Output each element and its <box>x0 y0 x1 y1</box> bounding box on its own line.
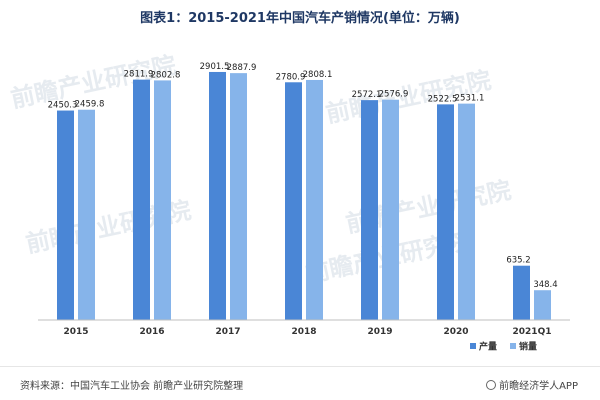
brand-label: 前瞻经济学人APP <box>499 381 578 392</box>
bar-production <box>285 82 302 321</box>
bar-sales <box>534 290 551 320</box>
data-label-production: 2901.5 <box>200 62 230 72</box>
chart-title: 图表1：2015-2021年中国汽车产销情况(单位：万辆) <box>140 11 460 26</box>
legend-swatch <box>470 343 476 349</box>
brand: 前瞻经济学人APP <box>486 377 578 392</box>
bar-production <box>361 100 378 320</box>
x-tick-label: 2018 <box>291 327 316 337</box>
data-label-sales: 348.4 <box>533 280 557 290</box>
data-label-sales: 2802.8 <box>151 70 181 80</box>
source-note: 资料来源：中国汽车工业协会 前瞻产业研究院整理 <box>20 381 244 392</box>
bar-production <box>209 71 226 320</box>
bar-sales <box>230 73 247 320</box>
legend-label: 产量 <box>479 341 497 353</box>
data-label-sales: 2576.9 <box>379 90 409 100</box>
data-label-sales: 2887.9 <box>227 63 257 73</box>
legend-label: 销量 <box>519 341 537 353</box>
x-tick-label: 2017 <box>215 327 240 337</box>
legend-swatch <box>510 343 516 349</box>
brand-logo-icon <box>486 379 497 390</box>
x-tick-label: 2019 <box>367 327 392 337</box>
data-label-production: 2522.5 <box>428 94 458 104</box>
x-tick-label: 2021Q1 <box>513 327 552 337</box>
bar-sales <box>382 99 399 320</box>
bar-sales <box>154 80 171 320</box>
data-label-sales: 2459.8 <box>75 100 105 110</box>
bar-production <box>437 104 454 320</box>
x-tick-label: 2016 <box>139 327 164 337</box>
bar-chart: 前瞻产业研究院前瞻产业研究院前瞻产业研究院前瞻产业研究院前瞻产业研究院 2450… <box>8 51 570 353</box>
data-label-sales: 2808.1 <box>303 70 333 80</box>
bar-sales <box>78 109 95 320</box>
bar-sales <box>458 103 475 320</box>
bar-production <box>57 110 74 320</box>
data-label-production: 2572.1 <box>352 90 382 100</box>
data-label-sales: 2531.1 <box>455 94 485 104</box>
bar-sales <box>306 79 323 320</box>
bar-production <box>513 265 530 320</box>
x-tick-label: 2015 <box>63 327 88 337</box>
data-label-production: 2780.9 <box>276 72 306 82</box>
data-label-production: 2450.3 <box>48 101 78 111</box>
bar-production <box>133 79 150 321</box>
legend: 产量 销量 <box>470 341 537 353</box>
footer: 资料来源：中国汽车工业协会 前瞻产业研究院整理 前瞻经济学人APP <box>0 366 600 400</box>
x-tick-label: 2020 <box>443 327 468 337</box>
x-tick-labels: 2015 2016 2017 2018 2019 2020 2021Q1 <box>63 327 551 337</box>
data-label-production: 2811.9 <box>124 70 154 80</box>
data-label-production: 635.2 <box>506 256 530 266</box>
